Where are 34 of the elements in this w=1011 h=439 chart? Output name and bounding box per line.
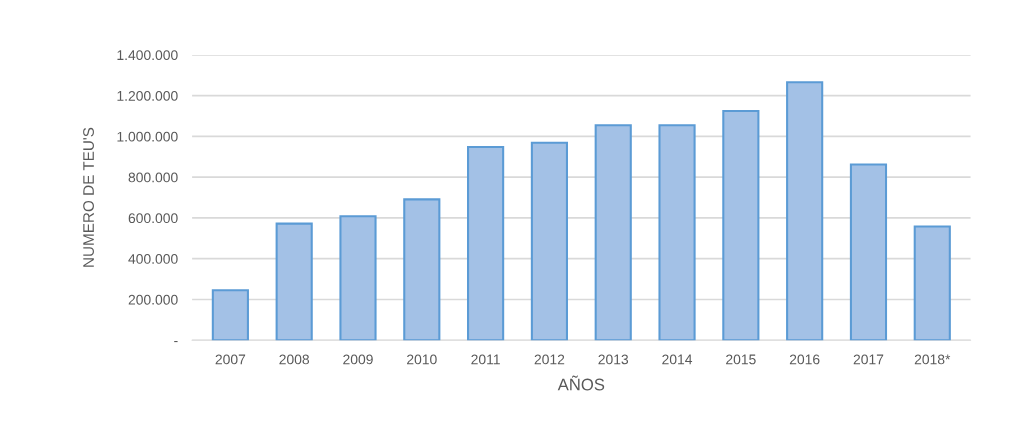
bar bbox=[467, 145, 505, 341]
y-tick-label: 400.000 bbox=[128, 254, 178, 264]
bar bbox=[339, 215, 377, 341]
y-tick-label: 600.000 bbox=[128, 213, 178, 224]
bar bbox=[913, 225, 951, 341]
bar bbox=[594, 124, 632, 341]
x-tick-label: 2010 bbox=[407, 354, 437, 365]
x-tick-label: 2011 bbox=[471, 354, 500, 365]
y-axis-title: NUMERO DE TEU'S bbox=[83, 127, 94, 267]
bar bbox=[275, 222, 313, 341]
bar bbox=[849, 163, 888, 341]
x-tick-label: 2007 bbox=[215, 354, 246, 365]
x-tick-label: 2016 bbox=[789, 354, 820, 365]
x-tick-label: 2012 bbox=[534, 354, 565, 365]
bar bbox=[658, 124, 696, 341]
y-tick-label: 1.400.000 bbox=[117, 50, 178, 61]
bar bbox=[786, 81, 824, 341]
x-tick-label: 2009 bbox=[343, 354, 373, 365]
y-tick-label: 800.000 bbox=[128, 172, 178, 183]
y-tick-label: 1.200.000 bbox=[117, 90, 178, 101]
bar bbox=[722, 109, 760, 341]
x-tick-label: 2014 bbox=[662, 354, 693, 365]
x-tick-label: 2013 bbox=[598, 354, 629, 365]
x-tick-label: 2017 bbox=[853, 354, 884, 365]
x-tick-label: 2008 bbox=[279, 354, 310, 365]
bar bbox=[403, 198, 441, 341]
bar bbox=[530, 141, 569, 341]
y-tick-label: 200.000 bbox=[128, 294, 178, 305]
y-tick-label: - bbox=[174, 341, 178, 343]
y-tick-label: 1.000.000 bbox=[117, 131, 178, 142]
x-axis-title: AÑOS bbox=[557, 375, 605, 391]
x-tick-label: 2015 bbox=[726, 354, 756, 365]
bar bbox=[211, 289, 249, 341]
x-tick-label: 2018* bbox=[914, 354, 951, 365]
